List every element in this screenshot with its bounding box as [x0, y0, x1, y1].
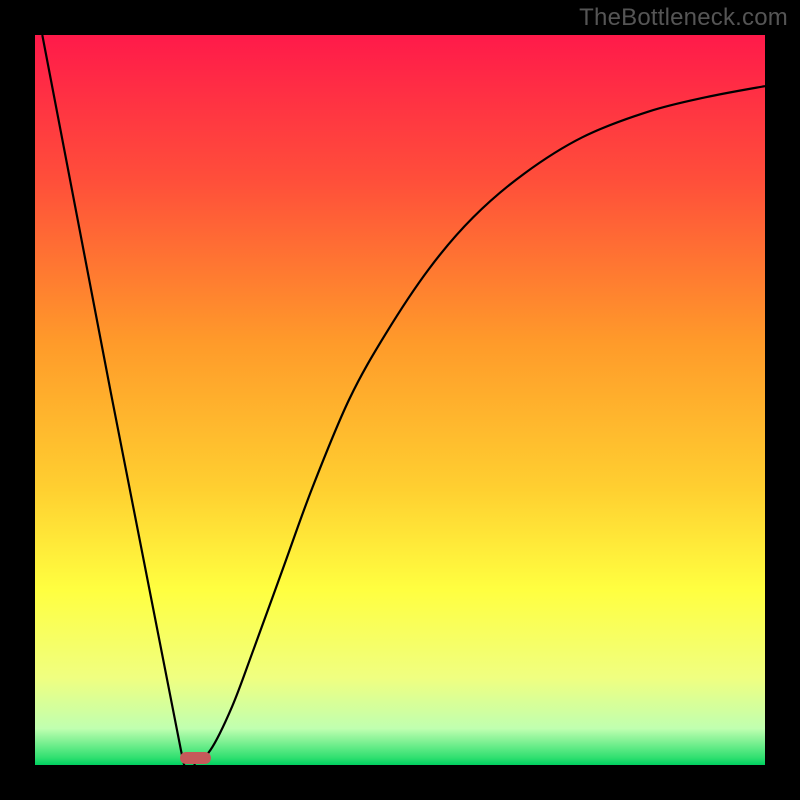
plot-area — [35, 35, 765, 765]
watermark-text: TheBottleneck.com — [579, 4, 788, 32]
optimum-marker — [180, 752, 211, 764]
chart-root: TheBottleneck.com — [0, 0, 800, 800]
bottleneck-curve — [35, 35, 765, 765]
